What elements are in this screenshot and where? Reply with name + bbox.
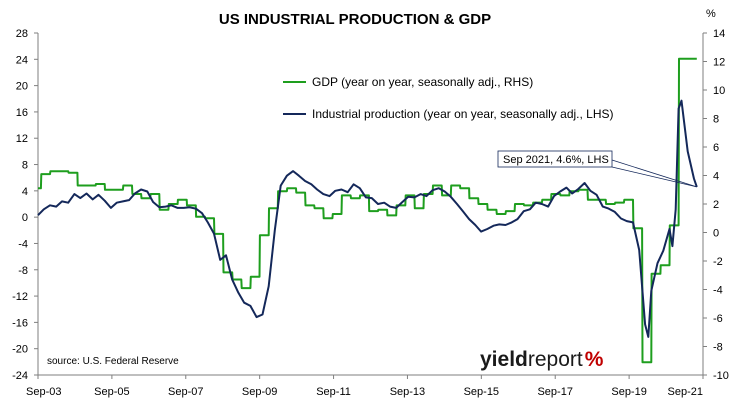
right-tick-label: 2 — [713, 199, 719, 211]
x-tick-label: Sep-19 — [611, 386, 646, 398]
legend-label-ip: Industrial production (year on year, sea… — [312, 107, 614, 121]
left-tick-label: 20 — [16, 81, 28, 93]
right-tick-label: 12 — [713, 57, 725, 69]
right-axis-unit: % — [706, 8, 716, 20]
annotation-pointer-upper — [611, 159, 697, 188]
annotation-box — [497, 150, 613, 168]
x-tick-label: Sep-09 — [242, 386, 277, 398]
left-tick-label: 12 — [16, 133, 28, 145]
left-tick-label: -24 — [12, 370, 28, 382]
left-tick-label: 16 — [16, 107, 28, 119]
x-tick-label: Sep-21 — [668, 386, 703, 398]
left-tick-label: -20 — [12, 344, 28, 356]
left-tick-label: 24 — [16, 54, 28, 66]
left-tick-label: 4 — [22, 186, 28, 198]
left-tick-label: -12 — [12, 291, 28, 303]
x-tick-label: Sep-15 — [464, 386, 499, 398]
right-tick-label: 0 — [713, 228, 719, 240]
right-tick-label: 14 — [713, 28, 725, 40]
left-axis-ticks: 28 24 20 16 12 8 4 0 -4 -8 -12 -16 -20 -24 — [12, 28, 38, 382]
series-layer — [37, 57, 698, 364]
right-tick-label: -2 — [713, 256, 723, 268]
legend-label-gdp: GDP (year on year, seasonally adj., RHS) — [312, 75, 533, 89]
x-tick-label: Sep-11 — [316, 386, 351, 398]
x-tick-label: Sep-05 — [94, 386, 129, 398]
left-tick-label: 28 — [16, 28, 28, 40]
logo-text: yieldreport% — [480, 348, 604, 371]
x-tick-label: Sep-03 — [26, 386, 61, 398]
series-line-gdp — [38, 57, 697, 364]
annotation-callout: Sep 2021, 4.6%, LHS — [497, 150, 697, 188]
left-tick-label: 8 — [22, 160, 28, 172]
right-tick-label: 4 — [713, 171, 719, 183]
right-tick-label: -10 — [713, 370, 729, 382]
right-tick-label: 8 — [713, 114, 719, 126]
left-tick-label: -4 — [18, 238, 28, 250]
right-tick-label: -8 — [713, 342, 723, 354]
x-tick-label: Sep-07 — [168, 386, 203, 398]
left-tick-label: -16 — [12, 317, 28, 329]
right-axis-ticks: 14 12 10 8 6 4 2 0 -2 -4 -6 -8 -10 — [703, 28, 729, 382]
legend: GDP (year on year, seasonally adj., RHS)… — [283, 75, 614, 121]
annotation-text: Sep 2021, 4.6%, LHS — [503, 154, 609, 166]
source-note: source: U.S. Federal Reserve — [47, 356, 179, 367]
right-tick-label: -6 — [713, 313, 723, 325]
right-tick-label: 10 — [713, 85, 725, 97]
x-tick-label: Sep-17 — [537, 386, 572, 398]
right-tick-label: -4 — [713, 285, 723, 297]
right-tick-label: 6 — [713, 142, 719, 154]
annotation-pointer-lower — [611, 166, 697, 188]
x-axis-ticks: Sep-03 Sep-05 Sep-07 Sep-09 Sep-11 Sep-13 Sep-… — [26, 375, 704, 398]
chart-title: US INDUSTRIAL PRODUCTION & GDP — [219, 11, 491, 28]
yieldreport-logo: yieldreport% — [480, 348, 604, 371]
series-line-industrial-production — [37, 99, 698, 338]
left-tick-label: -8 — [18, 265, 28, 277]
left-tick-label: 0 — [22, 212, 28, 224]
x-tick-label: Sep-13 — [390, 386, 425, 398]
